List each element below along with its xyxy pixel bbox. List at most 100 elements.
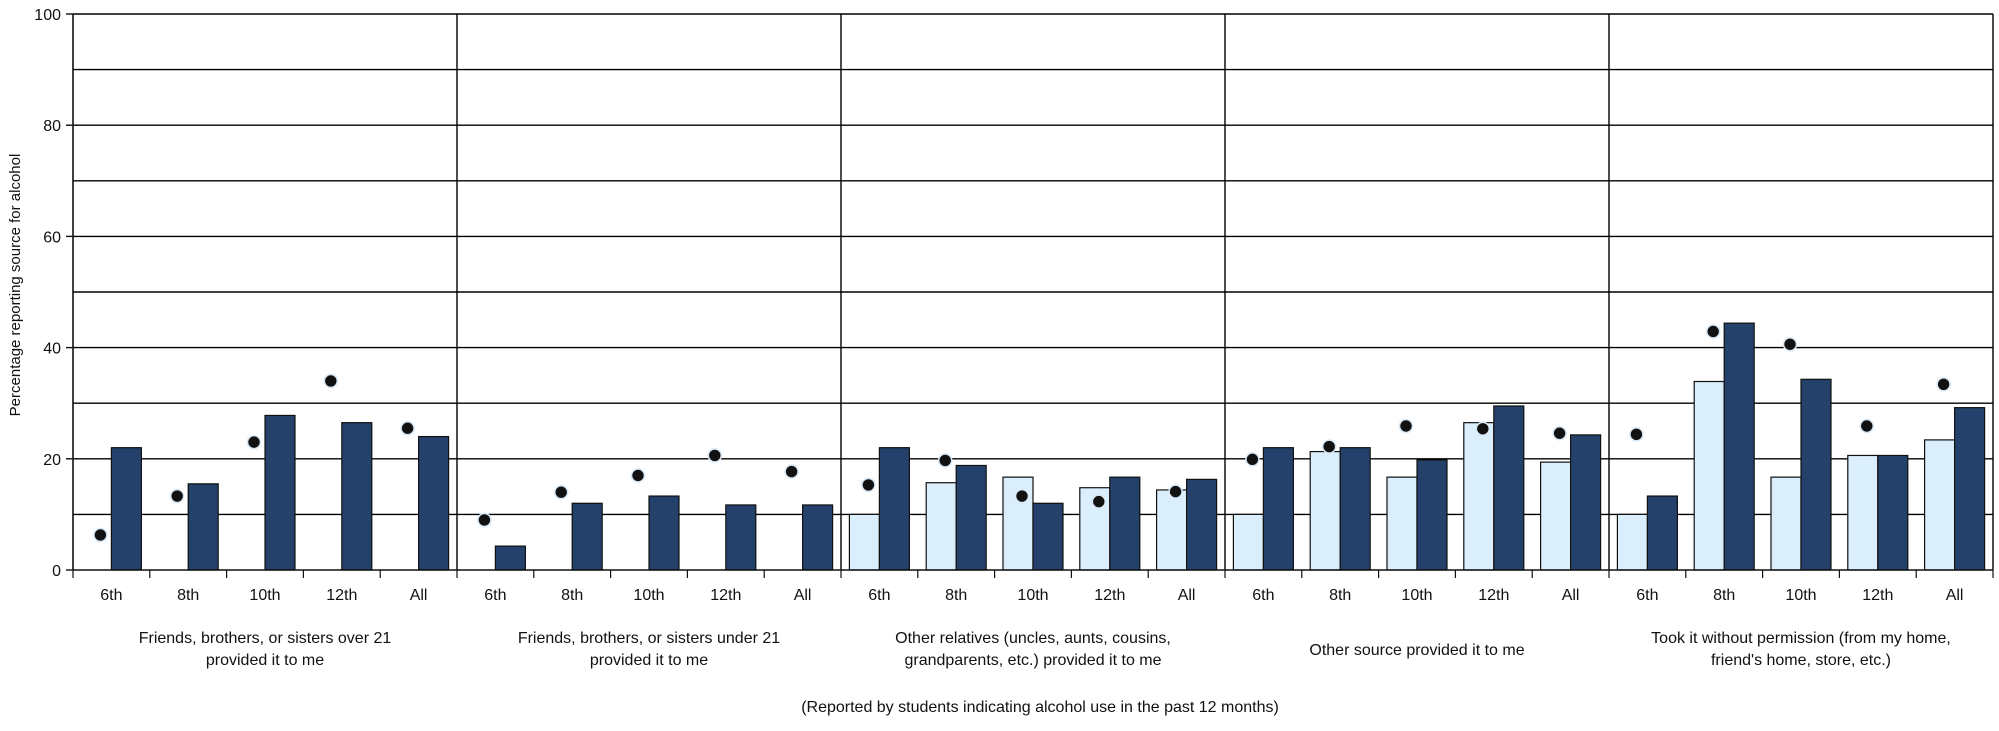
bar-dark — [1262, 447, 1295, 571]
dot-marker — [1168, 484, 1183, 499]
dot-marker — [1936, 376, 1951, 392]
bar-dark — [418, 435, 450, 571]
x-tick-label: All — [1562, 587, 1580, 604]
x-tick-label: 8th — [177, 587, 199, 604]
bar-dark — [571, 502, 603, 571]
dot-marker — [1398, 418, 1414, 434]
y-tick-label: 0 — [52, 563, 61, 580]
group-label: Other source provided it to me — [1309, 642, 1524, 659]
dot-marker — [1245, 452, 1260, 467]
x-tick-label: All — [794, 587, 812, 604]
group-label: grandparents, etc.) provided it to me — [904, 652, 1161, 669]
y-tick-label: 80 — [43, 118, 61, 135]
bar-light — [1923, 439, 1956, 571]
bars — [110, 322, 1986, 571]
x-tick-label: 12th — [710, 587, 741, 604]
x-tick-label: All — [1178, 587, 1196, 604]
x-tick-label: 6th — [1636, 587, 1658, 604]
x-tick-label: 8th — [1713, 587, 1735, 604]
x-tick-label: 12th — [326, 587, 357, 604]
bar-dark — [1109, 476, 1141, 571]
x-tick-label: 10th — [1017, 587, 1048, 604]
bar-dark — [1339, 447, 1371, 571]
x-axis-title: (Reported by students indicating alcohol… — [801, 699, 1279, 716]
dot-marker — [1475, 421, 1491, 437]
group-label: Other relatives (uncles, aunts, cousins, — [895, 630, 1171, 647]
x-tick-label: All — [1946, 587, 1964, 604]
bar-dark — [801, 504, 834, 571]
bar-dark — [1416, 459, 1448, 571]
y-tick-label: 100 — [34, 7, 61, 24]
dot-marker — [93, 527, 108, 543]
bar-dark — [1185, 478, 1218, 571]
y-axis-title: Percentage reporting source for alcohol — [7, 154, 24, 417]
dot-marker — [707, 448, 723, 463]
bar-dark — [341, 422, 373, 571]
x-tick-label: 6th — [484, 587, 506, 604]
group-label: Friends, brothers, or sisters under 21 — [518, 630, 780, 647]
group-label: provided it to me — [206, 652, 324, 669]
bar-dark — [187, 483, 219, 571]
dot-marker — [1014, 488, 1030, 504]
bar-light — [1232, 513, 1265, 571]
x-tick-label: 10th — [249, 587, 280, 604]
group-label: friend's home, store, etc.) — [1711, 652, 1891, 669]
x-tick-label: All — [410, 587, 428, 604]
x-tick-label: 6th — [1252, 587, 1274, 604]
bar-dark — [1493, 405, 1525, 571]
x-tick-label: 8th — [561, 587, 583, 604]
x-tick-label: 10th — [633, 587, 664, 604]
dot-marker — [784, 464, 799, 479]
dot-marker — [246, 434, 262, 450]
dot-marker — [169, 488, 185, 504]
x-tick-label: 12th — [1094, 587, 1125, 604]
y-tick-label: 60 — [43, 229, 61, 246]
group-label: Friends, brothers, or sisters over 21 — [139, 630, 392, 647]
dot-marker — [861, 477, 876, 493]
x-tick-label: 8th — [945, 587, 967, 604]
bar-dark — [1877, 454, 1909, 571]
bar-light — [1616, 513, 1649, 571]
x-tick-label: 12th — [1478, 587, 1509, 604]
axis-labels: 6th 8th 10th 12th All Friends, brothers, or s… — [34, 7, 1963, 669]
dot-markers — [93, 324, 1951, 543]
dot-marker — [323, 373, 339, 389]
bar-light — [848, 513, 881, 571]
dot-marker — [1552, 425, 1567, 441]
dot-marker — [1859, 418, 1875, 434]
dot-marker — [1782, 336, 1798, 352]
dot-marker — [1705, 324, 1721, 339]
group-label: provided it to me — [590, 652, 708, 669]
bar-dark — [1723, 322, 1755, 571]
bar-dark — [1953, 407, 1986, 571]
bar-dark — [955, 464, 987, 571]
bar-light — [1847, 454, 1879, 571]
dot-marker — [937, 453, 953, 468]
bar-dark — [1646, 495, 1679, 571]
bar-light — [1155, 489, 1188, 571]
bar-light — [1539, 461, 1572, 571]
bar-dark — [648, 495, 680, 571]
group-label: Took it without permission (from my home… — [1651, 630, 1951, 647]
dot-marker — [1091, 494, 1107, 509]
y-tick-label: 20 — [43, 452, 61, 469]
x-tick-label: 10th — [1401, 587, 1432, 604]
bar-dark — [1569, 434, 1602, 571]
dot-marker — [400, 420, 415, 436]
y-tick-label: 40 — [43, 341, 61, 358]
dot-marker — [1321, 439, 1337, 454]
bar-light — [1309, 450, 1341, 571]
bar-light — [1693, 380, 1725, 571]
x-tick-label: 8th — [1329, 587, 1351, 604]
axes — [66, 13, 1994, 578]
bar-light — [925, 482, 957, 571]
bar-dark — [494, 545, 526, 571]
bar-light — [1463, 422, 1495, 571]
gridlines — [73, 13, 1994, 570]
dot-marker — [1629, 427, 1644, 442]
bar-light — [1770, 476, 1802, 571]
bar-dark — [725, 504, 757, 571]
bar-dark — [1800, 378, 1832, 571]
